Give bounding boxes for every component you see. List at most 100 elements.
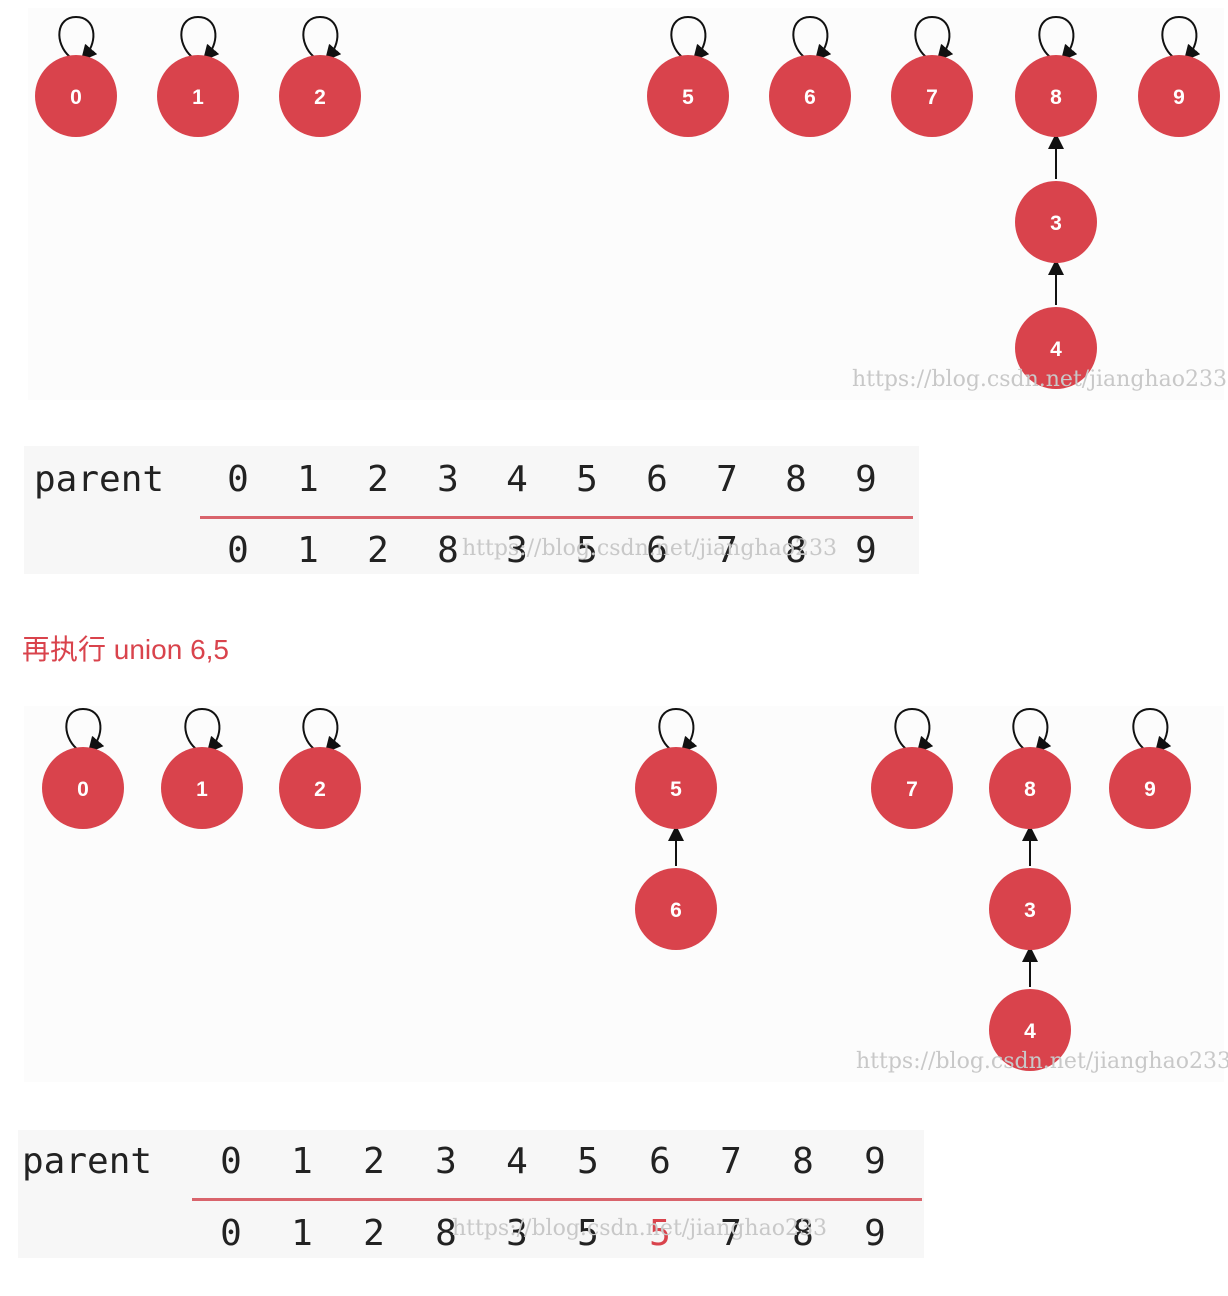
top-self-loop-2: [302, 15, 342, 62]
top-table-panel: [24, 446, 919, 574]
bottom-node-label-4: 4: [1024, 1020, 1036, 1043]
top-self-loop-6: [792, 15, 832, 62]
top-index-cell-4: 4: [506, 459, 528, 500]
top-parent-cell-4: 3: [506, 530, 528, 571]
top-index-cell-3: 3: [437, 459, 459, 500]
bottom-node-5: 5: [635, 707, 717, 829]
bottom-index-cell-6: 6: [649, 1141, 671, 1182]
bottom-node-8: 8: [989, 707, 1071, 829]
top-node-1: 1: [157, 15, 239, 137]
bottom-parent-cell-9: 9: [864, 1213, 886, 1254]
bottom-node-circle-9: [1109, 747, 1191, 829]
top-self-loop-9: [1161, 15, 1201, 62]
top-node-label-2: 2: [314, 86, 326, 109]
bottom-node-circle-5: [635, 747, 717, 829]
top-node-label-3: 3: [1050, 212, 1062, 235]
top-index-cell-9: 9: [855, 459, 877, 500]
top-node-circle-9: [1138, 55, 1220, 137]
bottom-node-label-6: 6: [670, 899, 682, 922]
top-index-cell-5: 5: [576, 459, 598, 500]
top-parent-cell-3: 8: [437, 530, 459, 571]
top-parent-cell-5: 5: [576, 530, 598, 571]
top-node-label-8: 8: [1050, 86, 1062, 109]
bottom-node-circle-4: [989, 989, 1071, 1071]
bottom-parent-cell-3: 8: [435, 1213, 457, 1254]
top-self-loop-0: [58, 15, 98, 62]
bottom-node-circle-1: [161, 747, 243, 829]
bottom-parent-cell-0: 0: [220, 1213, 242, 1254]
top-node-label-5: 5: [682, 86, 694, 109]
top-index-cell-1: 1: [297, 459, 319, 500]
top-node-label-1: 1: [192, 86, 204, 109]
bottom-node-circle-2: [279, 747, 361, 829]
bottom-index-cell-5: 5: [577, 1141, 599, 1182]
top-parent-cell-2: 2: [367, 530, 389, 571]
top-index-cell-8: 8: [785, 459, 807, 500]
top-index-cell-6: 6: [646, 459, 668, 500]
bottom-node-label-9: 9: [1144, 778, 1156, 801]
top-node-label-9: 9: [1173, 86, 1185, 109]
bottom-index-cell-7: 7: [720, 1141, 742, 1182]
bottom-node-7: 7: [871, 707, 953, 829]
top-node-circle-1: [157, 55, 239, 137]
bottom-table-watermark: https://blog.csdn.net/jianghao233: [452, 1216, 827, 1241]
bottom-graph-watermark: https://blog.csdn.net/jianghao233: [856, 1049, 1228, 1074]
top-self-loop-5: [670, 15, 710, 62]
top-node-4: 4: [1015, 307, 1097, 389]
top-graph-watermark: https://blog.csdn.net/jianghao233: [852, 367, 1227, 392]
top-node-circle-4: [1015, 307, 1097, 389]
top-self-loop-1: [180, 15, 220, 62]
bottom-node-circle-8: [989, 747, 1071, 829]
top-node-0: 0: [35, 15, 117, 137]
top-parent-cell-0: 0: [227, 530, 249, 571]
top-parent-cell-7: 7: [716, 530, 738, 571]
bottom-self-loop-2: [302, 707, 342, 754]
bottom-node-9: 9: [1109, 707, 1191, 829]
bottom-index-cell-0: 0: [220, 1141, 242, 1182]
bottom-index-cell-9: 9: [864, 1141, 886, 1182]
bottom-self-loop-1: [184, 707, 224, 754]
bottom-node-6: 6: [635, 868, 717, 950]
bottom-index-cell-1: 1: [291, 1141, 313, 1182]
top-node-5: 5: [647, 15, 729, 137]
bottom-parent-cell-4: 3: [506, 1213, 528, 1254]
top-parent-cell-8: 8: [785, 530, 807, 571]
bottom-node-label-1: 1: [196, 778, 208, 801]
top-node-label-0: 0: [70, 86, 82, 109]
top-node-circle-8: [1015, 55, 1097, 137]
top-node-3: 3: [1015, 181, 1097, 263]
top-table-rule: [200, 516, 913, 519]
top-index-cell-2: 2: [367, 459, 389, 500]
top-index-cell-7: 7: [716, 459, 738, 500]
top-parent-cell-1: 1: [297, 530, 319, 571]
bottom-node-2: 2: [279, 707, 361, 829]
bottom-self-loop-0: [65, 707, 105, 754]
bottom-self-loop-8: [1012, 707, 1052, 754]
bottom-table-panel: [18, 1130, 924, 1258]
bottom-self-loop-7: [894, 707, 934, 754]
bottom-parent-cell-1: 1: [291, 1213, 313, 1254]
bottom-parent-cell-5: 5: [577, 1213, 599, 1254]
bottom-index-cell-3: 3: [435, 1141, 457, 1182]
top-node-2: 2: [279, 15, 361, 137]
bottom-node-4: 4: [989, 989, 1071, 1071]
bottom-index-cell-4: 4: [506, 1141, 528, 1182]
top-node-7: 7: [891, 15, 973, 137]
bottom-parent-cell-8: 8: [792, 1213, 814, 1254]
top-node-label-6: 6: [804, 86, 816, 109]
top-node-label-7: 7: [926, 86, 938, 109]
bottom-parent-cell-7: 7: [720, 1213, 742, 1254]
top-table-watermark: https://blog.csdn.net/jianghao233: [462, 536, 837, 561]
bottom-index-cell-8: 8: [792, 1141, 814, 1182]
bottom-table-rule: [192, 1198, 922, 1201]
bottom-table-label: parent: [22, 1141, 153, 1182]
bottom-node-label-3: 3: [1024, 899, 1036, 922]
bottom-node-label-0: 0: [77, 778, 89, 801]
top-node-circle-0: [35, 55, 117, 137]
bottom-node-label-2: 2: [314, 778, 326, 801]
top-node-8: 8: [1015, 15, 1097, 137]
bottom-self-loop-5: [658, 707, 698, 754]
bottom-parent-cell-6: 5: [649, 1213, 671, 1254]
top-node-circle-6: [769, 55, 851, 137]
